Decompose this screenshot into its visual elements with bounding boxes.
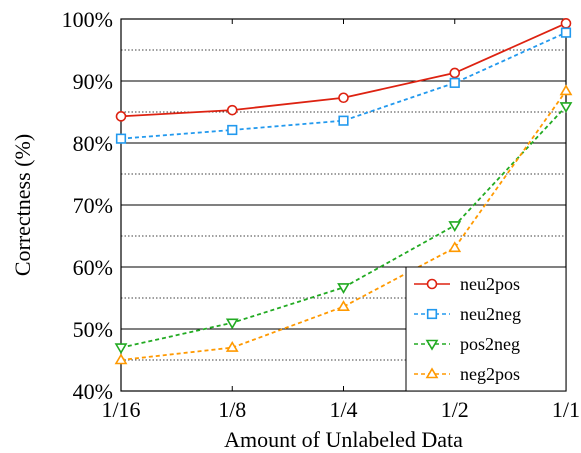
legend-marker [426, 308, 438, 320]
y-tick-label: 70% [73, 193, 113, 218]
y-tick-label: 100% [62, 7, 113, 32]
data-point [559, 102, 573, 113]
y-tick-label: 90% [73, 69, 113, 94]
legend: neu2pos neu2neg pos2neg neg2pos [405, 266, 567, 392]
legend-marker [425, 339, 439, 351]
y-tick-label: 60% [73, 255, 113, 280]
y-tick-label: 40% [73, 379, 113, 404]
series-group [114, 18, 573, 365]
x-axis-label: Amount of Unlabeled Data [224, 427, 463, 452]
legend-marker [426, 278, 438, 290]
data-point [114, 353, 128, 365]
x-tick-label: 1/1 [552, 397, 580, 422]
x-tick-label: 1/4 [329, 397, 357, 422]
data-point [115, 111, 127, 122]
legend-label: neu2pos [460, 274, 520, 294]
series-neu2neg [115, 27, 572, 144]
x-tick-label: 1/2 [441, 397, 469, 422]
series-line [120, 90, 567, 361]
legend-item-neg2pos: neg2pos [414, 364, 520, 384]
legend-label: neg2pos [460, 364, 520, 384]
data-point [338, 92, 349, 104]
data-point [226, 104, 238, 116]
series-line [120, 31, 567, 140]
data-point [559, 84, 573, 96]
data-point [225, 341, 239, 352]
data-point [225, 318, 239, 330]
legend-item-pos2neg: pos2neg [414, 334, 520, 354]
data-point [227, 124, 238, 136]
data-point [449, 67, 461, 79]
legend-item-neu2pos: neu2pos [414, 274, 520, 294]
data-point [448, 241, 462, 253]
data-point [449, 77, 460, 88]
data-point [448, 221, 462, 233]
legend-marker [425, 367, 439, 379]
data-point [560, 27, 572, 38]
data-point [337, 283, 350, 295]
data-point [560, 18, 572, 29]
y-tick-label: 50% [73, 317, 113, 342]
x-tick-label: 1/8 [218, 397, 246, 422]
series-neg2pos [114, 84, 573, 365]
y-tick-label: 80% [73, 131, 113, 156]
y-axis-label: Correctness (%) [10, 134, 35, 276]
data-point [114, 343, 128, 355]
x-tick-label: 1/16 [101, 397, 140, 422]
legend-label: neu2neg [460, 304, 521, 324]
legend-item-neu2neg: neu2neg [414, 304, 521, 324]
axis-ticks: 40% 50% 60% 70% 80% 90% 100% 1/16 1/8 1/4 1/2 1/1 [62, 7, 580, 422]
data-point [338, 115, 349, 126]
data-point [115, 133, 127, 144]
series-pos2neg [114, 102, 573, 355]
data-point [337, 300, 350, 311]
series-neu2pos [115, 18, 572, 122]
legend-label: pos2neg [460, 334, 520, 354]
